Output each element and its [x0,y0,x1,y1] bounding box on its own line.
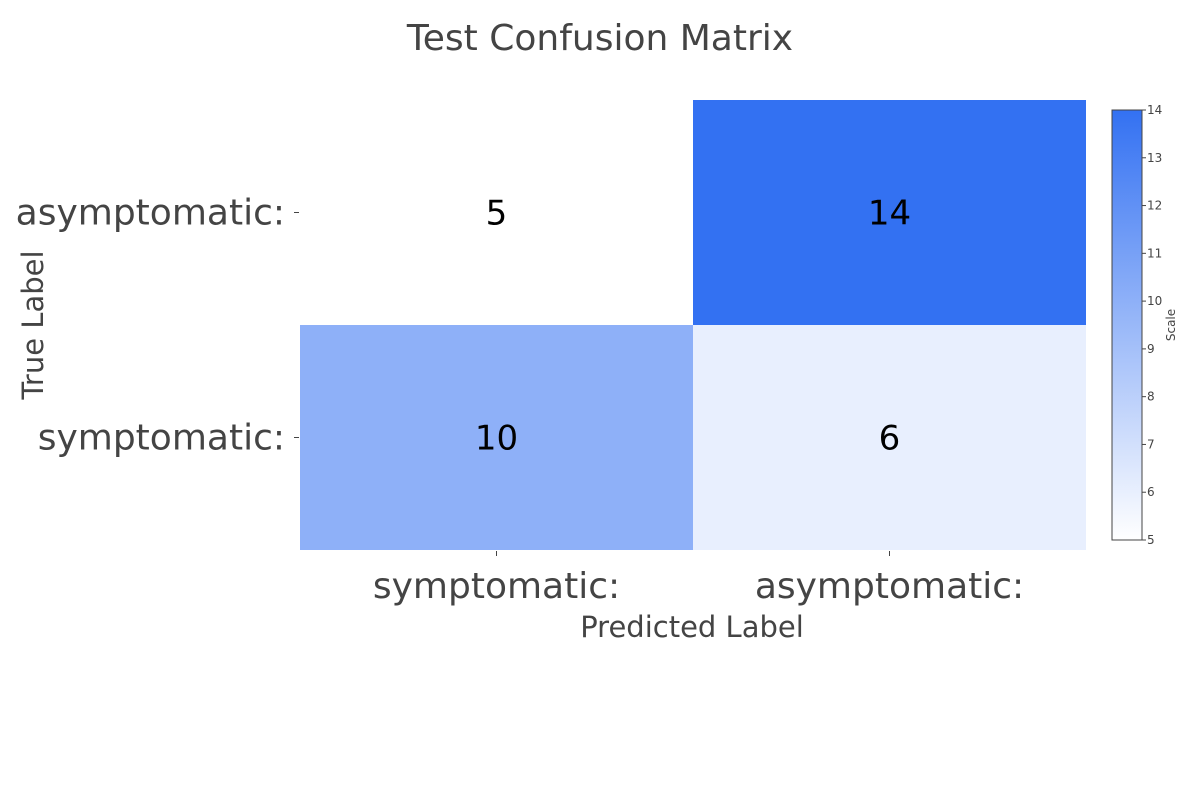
colorbar-tick-label: 13 [1147,151,1162,165]
colorbar: 5 6 7 8 9 10 11 12 13 14 Scale [1111,103,1178,547]
heatmap-cell [300,325,693,550]
y-axis-ticks: asymptomatic: symptomatic: [16,193,299,459]
heatmap-cell [300,100,693,325]
colorbar-tick-label: 6 [1147,485,1155,499]
colorbar-tick-label: 12 [1147,199,1162,213]
heatmap-cell [693,325,1086,550]
colorbar-tick-label: 7 [1147,437,1155,451]
heatmap-cell [693,100,1086,325]
colorbar-tick-label: 8 [1147,390,1155,404]
y-tick-label: asymptomatic: [16,193,285,234]
cell-value-label: 10 [475,419,518,459]
y-axis-title: True Label [16,250,50,400]
x-axis-title: Predicted Label [580,610,804,644]
chart-title: Test Confusion Matrix [406,18,793,59]
colorbar-title: Scale [1164,309,1178,341]
colorbar-tick-label: 11 [1147,246,1162,260]
cell-value-label: 6 [879,419,901,459]
x-tick-label: asymptomatic: [755,566,1024,607]
colorbar-tick-label: 9 [1147,342,1155,356]
x-axis-ticks: symptomatic: asymptomatic: [373,551,1024,607]
y-tick-label: symptomatic: [38,418,285,459]
x-tick-label: symptomatic: [373,566,620,607]
heatmap-cells: 5 14 10 6 [300,100,1086,550]
colorbar-tick-label: 10 [1147,294,1162,308]
colorbar-ticks: 5 6 7 8 9 10 11 12 13 14 [1142,103,1162,547]
colorbar-gradient [1111,109,1143,541]
cell-value-label: 5 [486,194,508,234]
cell-value-label: 14 [868,194,911,234]
colorbar-tick-label: 5 [1147,533,1155,547]
colorbar-tick-label: 14 [1147,103,1162,117]
